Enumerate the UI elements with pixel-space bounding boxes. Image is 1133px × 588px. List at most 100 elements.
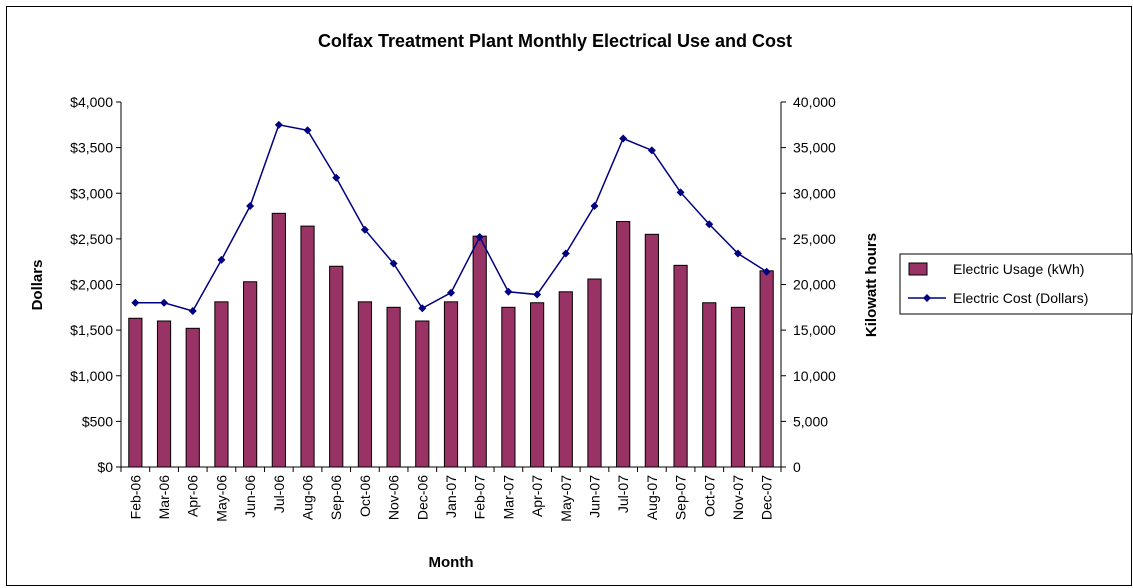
bar-May-07 bbox=[558, 291, 573, 468]
bar-Nov-06 bbox=[386, 306, 401, 468]
y-tick-label: $4,000 bbox=[70, 94, 113, 110]
cost-marker-Sep-06 bbox=[332, 173, 341, 182]
cost-marker-Aug-06 bbox=[303, 126, 312, 135]
y2-tick-label: 30,000 bbox=[793, 185, 836, 201]
cost-marker-Oct-06 bbox=[360, 225, 369, 234]
cost-marker-Nov-07 bbox=[733, 249, 742, 258]
y-tick-label: $1,500 bbox=[70, 322, 113, 338]
x-tick-label: May-07 bbox=[558, 475, 574, 522]
y-tick-label: $3,000 bbox=[70, 185, 113, 201]
y-axis-title: Dollars bbox=[29, 260, 46, 311]
x-tick-label: May-06 bbox=[213, 475, 229, 522]
cost-line-group bbox=[131, 120, 771, 315]
bar-Jan-07 bbox=[443, 301, 459, 468]
chart-title: Colfax Treatment Plant Monthly Electrica… bbox=[318, 31, 792, 51]
y2-tick-label: 35,000 bbox=[793, 140, 836, 156]
cost-marker-Dec-06 bbox=[418, 304, 427, 313]
cost-marker-Aug-07 bbox=[647, 146, 656, 155]
cost-line bbox=[135, 123, 768, 312]
cost-marker-Feb-06 bbox=[131, 298, 140, 307]
y2-tick-label: 40,000 bbox=[793, 94, 836, 110]
legend-diamond-marker bbox=[923, 294, 931, 302]
right-axis-ticks: 0 5,000 10,000 15,000 20,000 25,000 30,000 35,0… bbox=[781, 94, 836, 475]
left-axis-ticks: $0 $500 $1,000 $1,500 $2,000 $2,500 $3,000 $3,5… bbox=[70, 94, 121, 475]
x-tick-label: Oct-07 bbox=[701, 475, 717, 517]
cost-marker-Apr-07 bbox=[533, 290, 542, 299]
cost-marker-Apr-06 bbox=[188, 306, 197, 315]
cost-marker-Mar-06 bbox=[160, 298, 169, 307]
bar-Dec-06 bbox=[415, 320, 430, 468]
y-tick-label: $3,500 bbox=[70, 140, 113, 156]
y2-tick-label: 15,000 bbox=[793, 322, 836, 338]
legend-bar-swatch bbox=[908, 262, 928, 276]
y2-tick-label: 25,000 bbox=[793, 231, 836, 247]
x-tick-label: Jun-07 bbox=[586, 475, 602, 518]
bar-Aug-07 bbox=[644, 233, 659, 468]
bar-Jun-07 bbox=[587, 278, 602, 468]
x-tick-label: Mar-06 bbox=[156, 475, 172, 520]
bar-Oct-06 bbox=[357, 301, 373, 468]
y2-tick-label: 20,000 bbox=[793, 277, 836, 293]
bar-May-06 bbox=[214, 301, 229, 468]
cost-marker-Jul-06 bbox=[274, 120, 283, 129]
legend: Electric Usage (kWh) Electric Cost (Doll… bbox=[899, 253, 1133, 315]
x-tick-label: Apr-07 bbox=[529, 475, 545, 517]
cost-marker-Jun-06 bbox=[246, 202, 255, 211]
y2-tick-label: 5,000 bbox=[793, 413, 828, 429]
cost-marker-May-06 bbox=[217, 255, 226, 264]
bar-Nov-07 bbox=[730, 306, 746, 468]
x-tick-label: Dec-07 bbox=[759, 475, 775, 520]
bar-Dec-07 bbox=[759, 270, 774, 468]
bar-Mar-06 bbox=[156, 320, 172, 468]
cost-marker-Jun-07 bbox=[590, 202, 599, 211]
bar-Aug-06 bbox=[300, 225, 315, 468]
x-tick-label: Sep-06 bbox=[328, 475, 344, 520]
cost-marker-Feb-07 bbox=[475, 233, 484, 242]
cost-marker-Sep-07 bbox=[676, 188, 685, 197]
x-tick-label: Jun-06 bbox=[242, 475, 258, 518]
x-tick-label: Feb-07 bbox=[472, 475, 488, 520]
x-tick-label: Sep-07 bbox=[673, 475, 689, 520]
x-axis-ticks: Feb-06 Mar-06 Apr-06 May-06 Jun-06 Jul-06 Aug-… bbox=[120, 467, 782, 522]
x-tick-label: Feb-06 bbox=[127, 475, 143, 520]
y2-axis-title: Kilowatt hours bbox=[863, 233, 880, 337]
cost-marker-Mar-07 bbox=[504, 287, 513, 296]
y-tick-label: $500 bbox=[82, 413, 113, 429]
y-tick-label: $0 bbox=[97, 459, 113, 475]
x-tick-label: Dec-06 bbox=[414, 475, 430, 520]
x-tick-label: Oct-06 bbox=[357, 475, 373, 517]
legend-box bbox=[899, 253, 1133, 315]
cost-marker-Nov-06 bbox=[389, 259, 398, 268]
x-tick-label: Jan-07 bbox=[443, 475, 459, 518]
cost-marker-Dec-07 bbox=[762, 267, 771, 276]
x-tick-label: Nov-06 bbox=[386, 475, 402, 520]
bar-Mar-07 bbox=[501, 306, 516, 468]
bar-Sep-07 bbox=[673, 264, 688, 468]
bar-Jun-06 bbox=[243, 281, 258, 468]
cost-marker-Jan-07 bbox=[447, 288, 455, 297]
legend-label-cost: Electric Cost (Dollars) bbox=[953, 290, 1088, 306]
x-tick-label: Apr-06 bbox=[185, 475, 201, 517]
cost-marker-Oct-07 bbox=[705, 220, 714, 229]
bars-group bbox=[128, 212, 774, 468]
y2-tick-label: 0 bbox=[793, 459, 801, 475]
cost-marker-May-07 bbox=[561, 249, 570, 258]
x-tick-label: Jul-06 bbox=[271, 475, 287, 513]
x-tick-label: Jul-07 bbox=[615, 475, 631, 513]
bar-Jul-06 bbox=[271, 212, 286, 468]
bar-Apr-06 bbox=[185, 327, 200, 468]
bar-Oct-07 bbox=[702, 302, 717, 468]
y-tick-label: $2,000 bbox=[70, 277, 113, 293]
x-axis-title: Month bbox=[429, 554, 474, 571]
bar-Feb-07 bbox=[472, 235, 487, 468]
x-tick-label: Aug-07 bbox=[644, 475, 660, 520]
bar-Apr-07 bbox=[529, 302, 545, 468]
bar-Feb-06 bbox=[128, 317, 143, 468]
x-tick-label: Aug-06 bbox=[300, 475, 316, 520]
x-tick-label: Nov-07 bbox=[730, 475, 746, 520]
y-tick-label: $1,000 bbox=[70, 368, 113, 384]
bar-Jul-07 bbox=[616, 221, 631, 468]
cost-marker-Jul-07 bbox=[619, 134, 628, 143]
y2-tick-label: 10,000 bbox=[793, 368, 836, 384]
